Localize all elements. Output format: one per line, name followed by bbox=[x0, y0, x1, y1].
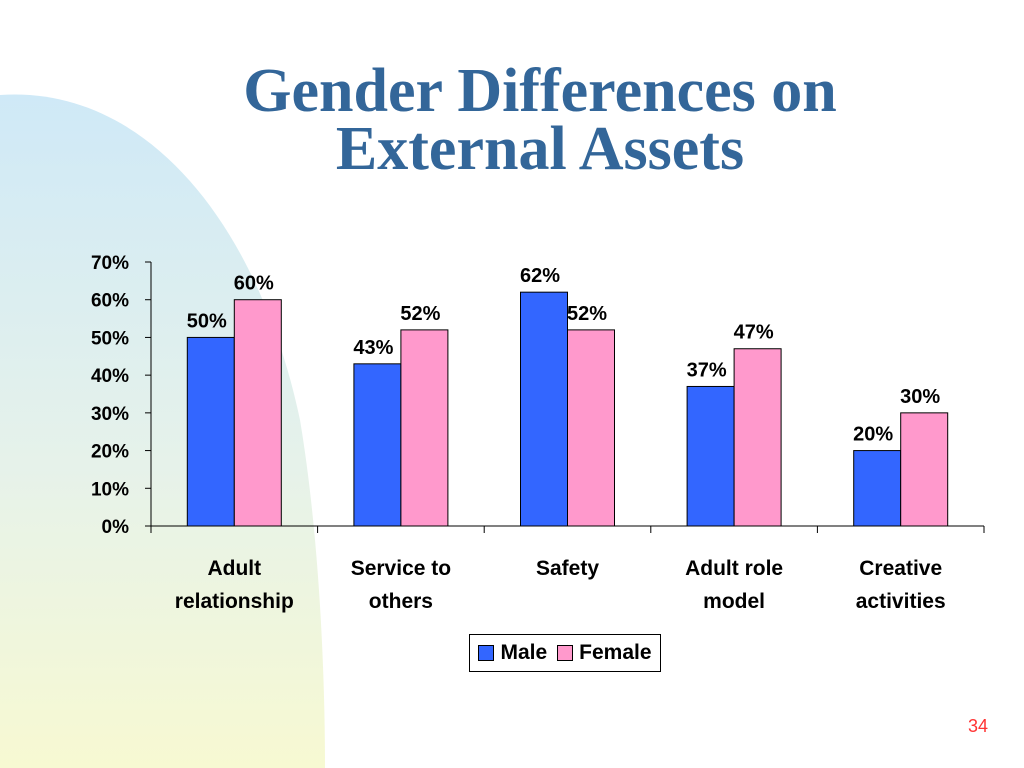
category-label: Service to bbox=[351, 557, 451, 580]
y-tick-label: 0% bbox=[102, 517, 130, 538]
bar-female bbox=[400, 329, 449, 527]
bar-female bbox=[233, 299, 282, 527]
y-tick-label: 70% bbox=[91, 253, 129, 274]
legend-label-female: Female bbox=[579, 641, 652, 664]
data-label-female: 52% bbox=[567, 303, 607, 325]
legend-label-male: Male bbox=[500, 641, 548, 664]
data-label-female: 52% bbox=[400, 303, 440, 325]
category-label: Adult role bbox=[685, 557, 783, 580]
y-tick-label: 10% bbox=[91, 479, 129, 500]
category-label: Safety bbox=[536, 557, 599, 580]
data-label-male: 37% bbox=[687, 359, 727, 381]
chart-legend: Male Female bbox=[469, 634, 661, 672]
bar-male bbox=[353, 363, 402, 527]
data-label-male: 20% bbox=[853, 424, 893, 446]
bar-female bbox=[567, 329, 615, 527]
y-tick-label: 60% bbox=[91, 291, 129, 312]
data-label-female: 30% bbox=[900, 386, 940, 408]
legend-swatch-male bbox=[478, 645, 495, 661]
slide-title: Gender Differences on External Assets bbox=[150, 57, 930, 183]
y-tick-label: 30% bbox=[91, 404, 129, 425]
y-tick-label: 20% bbox=[91, 442, 129, 463]
bar-female bbox=[900, 412, 949, 527]
y-tick-label: 50% bbox=[91, 328, 129, 349]
category-label: model bbox=[703, 590, 765, 613]
bar-female bbox=[733, 348, 782, 527]
bar-male bbox=[520, 291, 568, 527]
y-tick-label: 40% bbox=[91, 366, 129, 387]
bar-male bbox=[853, 450, 902, 527]
title-line-1: Gender Differences on bbox=[243, 57, 837, 125]
bar-male bbox=[186, 336, 235, 527]
bar-male bbox=[686, 385, 735, 527]
category-label: activities bbox=[856, 590, 946, 613]
category-label: Creative bbox=[859, 557, 942, 580]
data-label-male: 43% bbox=[353, 337, 393, 359]
legend-item-female: Female bbox=[557, 641, 652, 665]
legend-item-male: Male bbox=[478, 641, 547, 665]
category-label: relationship bbox=[175, 590, 294, 613]
data-label-male: 62% bbox=[520, 265, 560, 287]
page-number: 34 bbox=[967, 716, 988, 736]
data-label-female: 47% bbox=[734, 322, 774, 344]
title-line-2: External Assets bbox=[335, 115, 745, 183]
category-label: Adult bbox=[207, 557, 261, 580]
data-label-female: 60% bbox=[234, 273, 274, 295]
category-label: others bbox=[369, 590, 433, 613]
legend-swatch-female bbox=[557, 645, 574, 661]
data-label-male: 50% bbox=[187, 310, 227, 332]
